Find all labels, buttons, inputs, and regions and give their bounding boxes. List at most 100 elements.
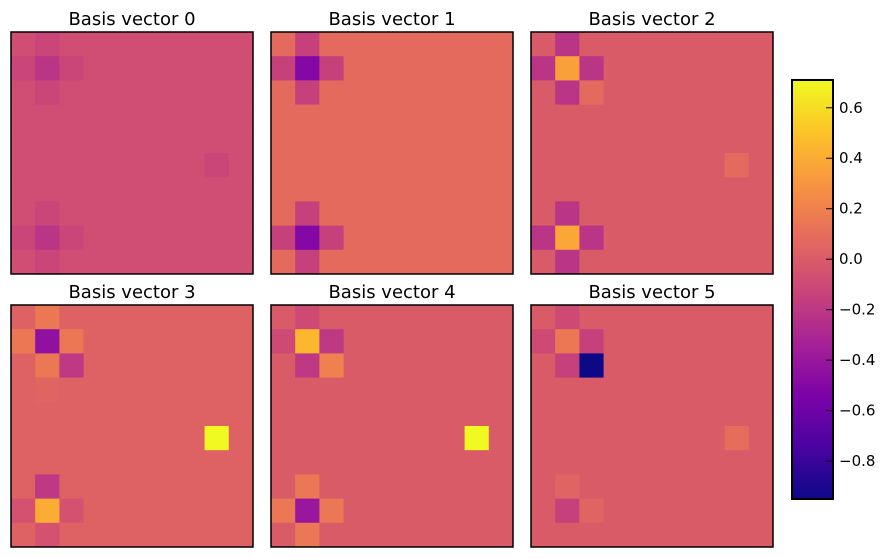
heatmap-cell — [392, 104, 417, 130]
heatmap-cell — [488, 474, 514, 500]
heatmap-cell — [132, 329, 157, 354]
heatmap-cell — [724, 225, 750, 251]
heatmap-cell — [676, 225, 701, 251]
heatmap-cell — [603, 32, 629, 57]
heatmap-cell — [531, 329, 556, 354]
heatmap-cell — [271, 522, 296, 548]
heatmap-cell — [603, 56, 629, 81]
heatmap-cell — [11, 329, 36, 354]
heatmap-cell — [11, 104, 36, 130]
heatmap-cell — [440, 249, 466, 275]
heatmap-cell — [531, 474, 556, 500]
heatmap-cell — [676, 401, 701, 427]
heatmap-cell — [416, 32, 441, 57]
heatmap-cell — [603, 377, 629, 403]
heatmap-cell — [652, 401, 677, 427]
heatmap-cell — [59, 153, 85, 178]
heatmap-cell — [652, 474, 677, 500]
heatmap-cell — [555, 498, 580, 524]
heatmap-cell — [464, 377, 490, 403]
heatmap-cell — [83, 522, 109, 548]
heatmap-cell — [416, 522, 441, 548]
heatmap-cell — [440, 201, 466, 227]
heatmap-cell — [271, 104, 296, 130]
heatmap-cell — [271, 305, 296, 330]
heatmap-cell — [156, 177, 181, 202]
heatmap-cell — [319, 305, 345, 330]
heatmap-cell — [579, 177, 605, 202]
heatmap-cell — [440, 329, 466, 354]
heatmap-cell — [204, 104, 230, 130]
heatmap-cell — [464, 201, 490, 227]
heatmap-cell — [627, 249, 653, 275]
heatmap-cell — [156, 450, 181, 475]
heatmap-cell — [579, 377, 605, 403]
heatmap-cell — [531, 498, 556, 524]
heatmap-cell — [579, 104, 605, 130]
heatmap-cell — [724, 377, 750, 403]
panel-title: Basis vector 4 — [328, 282, 455, 303]
heatmap-cell — [271, 225, 296, 251]
heatmap-cell — [180, 305, 206, 330]
heatmap-cell — [83, 474, 109, 500]
heatmap-cell — [748, 329, 774, 354]
heatmap-cell — [464, 56, 490, 81]
heatmap-cell — [343, 249, 369, 275]
heatmap-cell — [488, 153, 514, 178]
heatmap-cell — [579, 201, 605, 227]
heatmap-cell — [83, 32, 109, 57]
heatmap-cell — [652, 153, 677, 178]
heatmap-cell — [627, 177, 653, 202]
heatmap-cell — [11, 201, 36, 227]
heatmap-cell — [652, 426, 677, 451]
heatmap-cell — [555, 56, 580, 81]
heatmap-cell — [416, 353, 441, 379]
heatmap-cell — [180, 522, 206, 548]
heatmap-cell — [343, 56, 369, 81]
heatmap-cell — [35, 56, 60, 81]
heatmap-cell — [132, 522, 157, 548]
heatmap-cell — [652, 353, 677, 379]
heatmap-cell — [627, 474, 653, 500]
heatmap-cell — [367, 522, 393, 548]
heatmap-cell — [531, 104, 556, 130]
heatmap-cell — [700, 104, 726, 130]
panel-5: Basis vector 5 — [530, 282, 774, 548]
heatmap-cell — [367, 305, 393, 330]
heatmap-cell — [59, 249, 85, 275]
heatmap-cell — [627, 305, 653, 330]
heatmap-cell — [11, 377, 36, 403]
heatmap-cell — [107, 249, 133, 275]
heatmap-cell — [416, 474, 441, 500]
heatmap-cell — [83, 377, 109, 403]
heatmap-cell — [228, 498, 254, 524]
heatmap-cell — [156, 249, 181, 275]
heatmap-cell — [204, 377, 230, 403]
heatmap-cell — [531, 305, 556, 330]
heatmap-cell — [59, 426, 85, 451]
heatmap-cell — [295, 56, 320, 81]
heatmap-cell — [228, 201, 254, 227]
heatmap-cell — [579, 329, 605, 354]
heatmap-cell — [748, 474, 774, 500]
heatmap-cell — [204, 225, 230, 251]
heatmap-cell — [11, 80, 36, 106]
heatmap-cell — [700, 426, 726, 451]
heatmap-cell — [271, 249, 296, 275]
heatmap-cell — [319, 56, 345, 81]
panel-frame — [530, 304, 774, 548]
heatmap-cell — [603, 426, 629, 451]
heatmap-cell — [107, 56, 133, 81]
heatmap-cell — [440, 522, 466, 548]
heatmap-cell — [367, 128, 393, 154]
heatmap-cell — [319, 80, 345, 106]
heatmap-cell — [35, 249, 60, 275]
heatmap-cell — [531, 426, 556, 451]
heatmap-cell — [531, 225, 556, 251]
heatmap-cell — [748, 522, 774, 548]
panel-frame — [10, 31, 254, 275]
heatmap-cell — [555, 522, 580, 548]
heatmap-cell — [416, 104, 441, 130]
heatmap-cell — [748, 177, 774, 202]
